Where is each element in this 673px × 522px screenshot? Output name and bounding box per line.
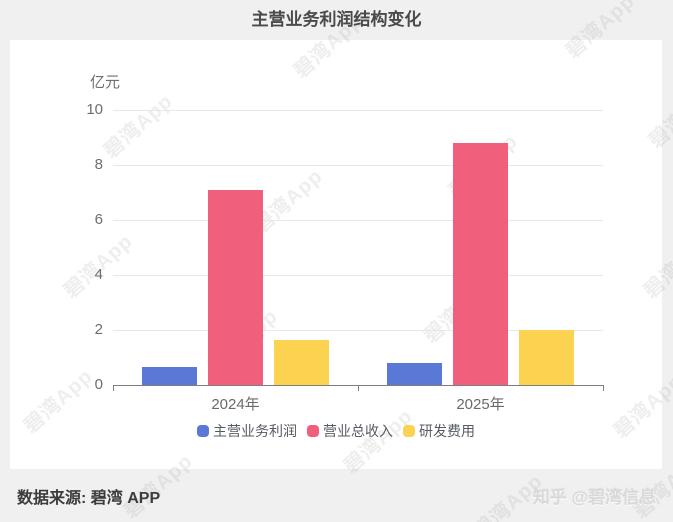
bar-total-operating-revenue-1[interactable] [453,143,508,385]
legend-item-total-operating-revenue[interactable]: 营业总收入 [307,421,393,441]
bar-total-operating-revenue-0[interactable] [208,189,263,385]
plot-area: 亿元 主营业务利润 营业总收入 研发费用 0 2 4 6 8 10 2024年 2025年 [10,40,662,469]
gridline-4 [113,275,603,276]
y-tick-label-0: 0 [94,376,103,393]
legend: 主营业务利润 营业总收入 研发费用 [10,421,662,441]
y-axis-unit-label: 亿元 [90,74,121,91]
legend-item-rd-expense[interactable]: 研发费用 [403,421,475,441]
legend-marker-icon [197,425,209,437]
chart-card [10,40,662,469]
y-tick-label-6: 6 [94,211,103,228]
legend-marker-icon [307,425,319,437]
bar-rd-expense-0[interactable] [274,339,329,385]
chart-title: 主营业务利润结构变化 [251,10,422,29]
gridline-2 [113,330,603,331]
legend-marker-icon [403,425,415,437]
x-axis-tick-2 [603,385,604,391]
legend-item-main-business-profit[interactable]: 主营业务利润 [197,421,297,441]
y-tick-label-8: 8 [94,156,103,173]
bar-rd-expense-1[interactable] [519,330,574,385]
legend-label: 研发费用 [419,423,475,439]
legend-label: 营业总收入 [323,423,393,439]
bar-main-business-profit-1[interactable] [387,363,442,385]
y-tick-label-10: 10 [86,101,103,118]
x-axis-tick-0 [113,385,114,391]
gridline-8 [113,165,603,166]
legend-label: 主营业务利润 [213,423,297,439]
gridline-6 [113,220,603,221]
y-tick-label-2: 2 [94,321,103,338]
x-axis-tick-1 [358,385,359,391]
y-tick-label-4: 4 [94,266,103,283]
bar-main-business-profit-0[interactable] [142,367,197,385]
gridline-10 [113,110,603,111]
x-axis-label-1: 2025年 [456,396,505,413]
footer: 数据来源: 碧湾 APP 知乎 @碧湾信息 [0,469,673,522]
x-axis-label-0: 2024年 [211,396,260,413]
zhihu-credit-watermark: 知乎 @碧湾信息 [532,488,656,507]
data-source-label: 数据来源: 碧湾 APP [17,489,161,507]
